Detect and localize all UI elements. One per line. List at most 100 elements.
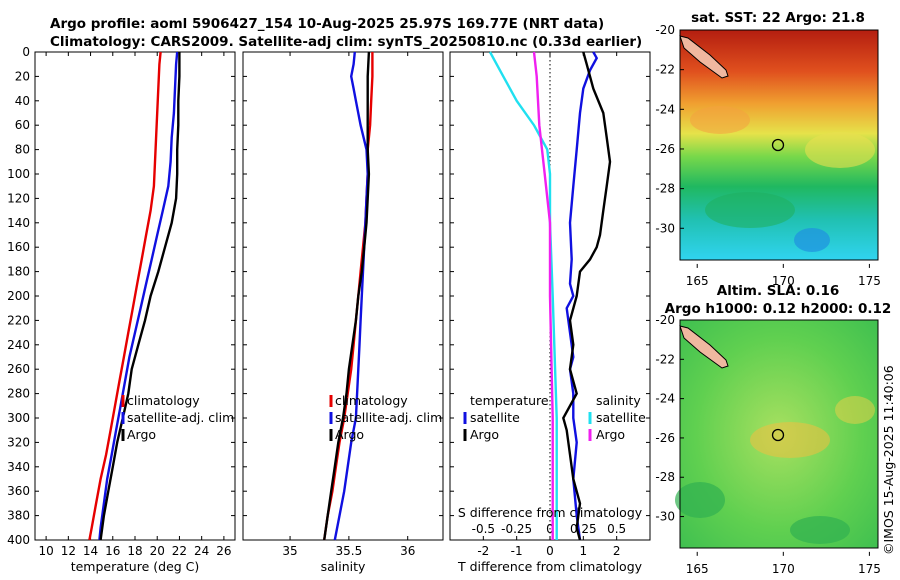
sla-low-patch	[675, 482, 725, 518]
legend-label-satellite: satellite-adj. clim	[127, 410, 234, 425]
sst-map-frame	[679, 29, 879, 261]
map-lat-tick-label: -26	[655, 431, 675, 445]
sst-map-title: sat. SST: 22 Argo: 21.8	[691, 10, 865, 26]
x-tick-label: 12	[61, 544, 76, 558]
argo-location-marker	[771, 428, 785, 442]
sst-warm-patch	[690, 106, 750, 134]
difference-line-temperature-satellite	[565, 51, 599, 541]
map-lon-tick-label: 175	[858, 562, 881, 576]
depth-tick-label: 160	[7, 240, 30, 254]
x-tick-label: 35	[282, 544, 297, 558]
temperature-legend: climatology satellite-adj. clim Argo	[121, 393, 234, 442]
map-lat-tick-label: -20	[655, 313, 675, 327]
x-tick-label: 26	[216, 544, 231, 558]
depth-tick-label: 180	[7, 265, 30, 279]
map-lon-tick-label: 170	[772, 274, 795, 288]
map-lat-tick-label: -24	[655, 102, 675, 116]
title-line-1: Argo profile: aoml 5906427_154 10-Aug-20…	[50, 16, 604, 32]
depth-tick-label: 80	[15, 143, 30, 157]
depth-tick-label: 20	[15, 69, 30, 83]
sst-warm-patch	[805, 132, 875, 168]
new-caledonia-island	[679, 35, 729, 79]
map-lon-tick-label: 175	[858, 274, 881, 288]
depth-tick-label: 380	[7, 509, 30, 523]
difference-line-salinity-satellite	[488, 51, 558, 540]
depth-axis: 0 20 40 60 80 100 120 140 160 180 200 220 240 260 280 3…	[7, 45, 650, 547]
salinity-xlabel: salinity	[321, 559, 366, 574]
legend-title-temperature: temperature	[470, 393, 549, 408]
depth-tick-label: 40	[15, 94, 30, 108]
legend-label-climatology: climatology	[127, 393, 200, 408]
depth-tick-label: 60	[15, 118, 30, 132]
difference-line-temperature-argo	[562, 51, 612, 541]
salinity-plot: 35 35.5 36	[282, 51, 415, 558]
sla-map-axes: -20 -22 -24 -26 -28 -30 165 170 175	[655, 313, 880, 576]
sla-low-patch	[790, 516, 850, 544]
temperature-plot: 10 12 14 16 18 20 22 24 26	[38, 51, 232, 558]
temperature-line-argo	[99, 52, 181, 541]
map-lon-tick-label: 165	[686, 562, 709, 576]
map-lat-tick-label: -22	[655, 352, 675, 366]
difference-legend: temperature satellite Argo salinity sate…	[463, 393, 646, 442]
x-tick-label: 10	[38, 544, 53, 558]
legend-label-argo: Argo	[127, 427, 156, 442]
sla-high-patch	[835, 396, 875, 424]
x-tick-label: 14	[83, 544, 98, 558]
map-lat-tick-label: -20	[655, 23, 675, 37]
map-lat-tick-label: -26	[655, 142, 675, 156]
sst-map	[679, 29, 879, 261]
depth-tick-label: 340	[7, 460, 30, 474]
legend-label-s-argo: Argo	[596, 427, 625, 442]
depth-tick-label: 400	[7, 533, 30, 547]
map-lat-tick-label: -30	[655, 221, 675, 235]
s-diff-tick-label: 0.25	[570, 522, 597, 536]
legend-label-t-satellite: satellite	[470, 410, 520, 425]
temperature-line-climatology	[88, 51, 162, 541]
map-lat-tick-label: -22	[655, 63, 675, 77]
salinity-legend: climatology satellite-adj. clim Argo	[329, 393, 442, 442]
depth-tick-label: 240	[7, 338, 30, 352]
x-tick-label: 1	[580, 544, 588, 558]
x-tick-label: 24	[194, 544, 209, 558]
x-tick-label: 18	[127, 544, 142, 558]
copyright-stamp: ©IMOS 15-Aug-2025 11:40:06	[881, 365, 896, 555]
depth-tick-label: 200	[7, 289, 30, 303]
sst-cool-patch	[705, 192, 795, 228]
depth-tick-label: 140	[7, 216, 30, 230]
depth-tick-label: 320	[7, 435, 30, 449]
sst-cool-patch	[794, 228, 830, 252]
depth-tick-label: 260	[7, 362, 30, 376]
depth-tick-label: 360	[7, 484, 30, 498]
sla-map	[675, 319, 879, 549]
x-tick-label: 35.5	[336, 544, 363, 558]
x-tick-label: 16	[105, 544, 120, 558]
difference-line-salinity-argo	[532, 51, 554, 540]
depth-tick-label: 300	[7, 411, 30, 425]
depth-tick-label: 220	[7, 313, 30, 327]
salinity-panel-frame	[242, 51, 444, 541]
difference-xlabel: T difference from climatology	[457, 559, 643, 574]
depth-tick-label: 100	[7, 167, 30, 181]
salinity-line-argo	[323, 51, 371, 541]
x-tick-label: 2	[613, 544, 621, 558]
x-tick-label: 22	[172, 544, 187, 558]
sla-map-title-2: Argo h1000: 0.12 h2000: 0.12	[665, 301, 892, 317]
map-lon-tick-label: 165	[686, 274, 709, 288]
s-difference-label: S difference from climatology	[458, 505, 643, 520]
sla-map-frame	[679, 319, 879, 549]
temperature-line-satellite-adj-clim	[98, 51, 179, 541]
legend-label-t-argo: Argo	[470, 427, 499, 442]
depth-tick-label: 120	[7, 191, 30, 205]
sst-map-axes: -20 -22 -24 -26 -28 -30 165 170 175	[655, 23, 880, 288]
map-lat-tick-label: -24	[655, 392, 675, 406]
legend-label-satellite: satellite-adj. clim	[335, 410, 442, 425]
s-diff-tick-label: 0.5	[607, 522, 626, 536]
legend-title-salinity: salinity	[596, 393, 641, 408]
map-lat-tick-label: -30	[655, 510, 675, 524]
x-tick-label: 0	[546, 544, 554, 558]
legend-label-climatology: climatology	[335, 393, 408, 408]
legend-label-s-satellite: satellite	[596, 410, 646, 425]
s-diff-tick-label: -0.5	[472, 522, 495, 536]
